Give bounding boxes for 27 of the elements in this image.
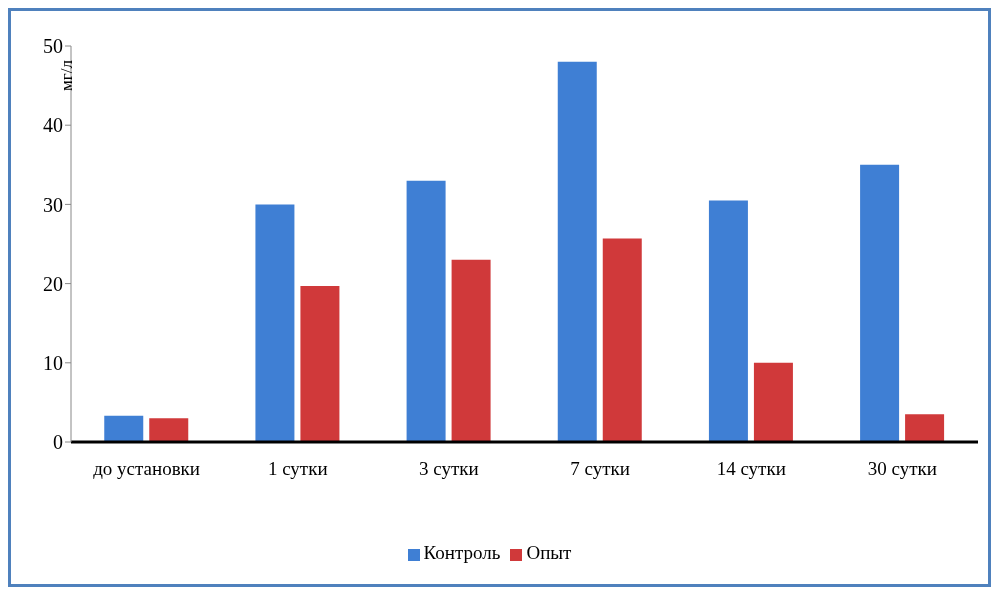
bar [860, 164, 900, 442]
legend-label: Контроль [423, 542, 501, 563]
y-axis-title: мг/л [57, 59, 77, 91]
bar [602, 238, 642, 442]
x-tick-label: 30 сутки [867, 458, 937, 480]
x-tick-label: 1 сутки [267, 458, 328, 480]
y-tick-label: 50 [43, 35, 63, 58]
bar [708, 200, 748, 442]
y-tick-label: 20 [43, 272, 63, 295]
bar [300, 285, 340, 442]
x-tick-label: 7 сутки [570, 458, 630, 480]
legend-label: Опыт [526, 542, 572, 563]
bar [255, 204, 295, 442]
y-tick-label: 10 [43, 351, 63, 374]
x-tick-label: 14 сутки [716, 458, 786, 480]
bar [557, 61, 597, 442]
x-tick-label: до установки [93, 458, 201, 480]
y-tick-label: 40 [43, 114, 63, 137]
bar [149, 418, 189, 442]
bar [905, 414, 945, 442]
bar [451, 259, 491, 442]
y-tick-label: 30 [43, 193, 63, 216]
bar [406, 180, 446, 442]
bar [753, 362, 793, 442]
y-tick-label: 0 [53, 431, 63, 454]
x-tick-label: 3 сутки [419, 458, 479, 480]
bar [104, 415, 144, 442]
